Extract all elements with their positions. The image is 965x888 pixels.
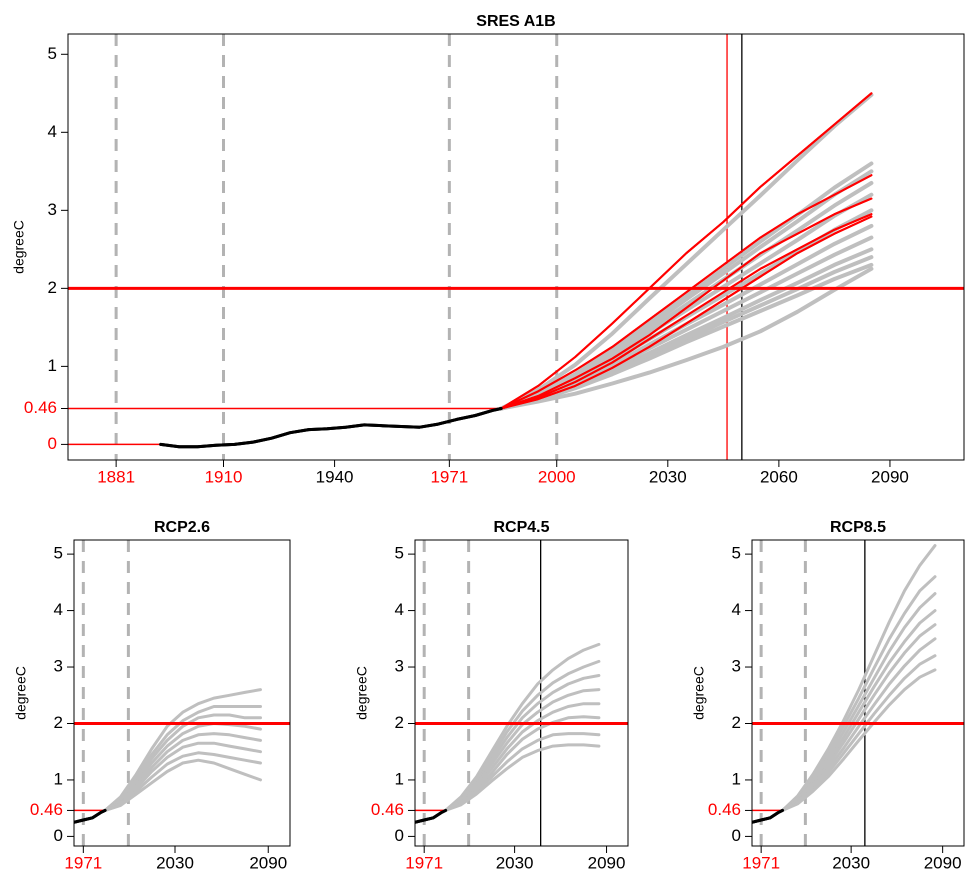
series-line <box>103 751 262 812</box>
x-tick-label: 2030 <box>649 467 687 486</box>
y-tick-label: 0.46 <box>30 800 63 819</box>
series-line <box>781 668 937 812</box>
panel: SRES A1B degreeC 1881 1910 1940 1971 2000 2030 2… <box>11 13 965 486</box>
plot-frame <box>414 539 629 847</box>
y-axis-label: degreeC <box>354 666 370 720</box>
series-line <box>499 266 874 411</box>
x-tick-label: 2090 <box>588 853 626 872</box>
x-tick-label: 2030 <box>156 853 194 872</box>
panel: RCP2.6 degreeC 1971 2030 2090 0 0.46 1 2 3 4 5 <box>13 519 291 872</box>
series-line <box>499 92 874 411</box>
x-tick-label: 1940 <box>316 467 354 486</box>
plot-frame <box>751 539 965 847</box>
x-tick-label: 1971 <box>64 853 102 872</box>
x-tick-label: 2090 <box>924 853 962 872</box>
x-tick-label: 1881 <box>97 467 135 486</box>
series-line <box>500 213 873 410</box>
y-tick-label: 2 <box>395 713 404 732</box>
series-line <box>500 174 873 410</box>
y-tick-label: 4 <box>48 122 57 141</box>
y-tick-label: 5 <box>48 44 57 63</box>
x-tick-label: 1971 <box>742 853 780 872</box>
x-tick-label: 2090 <box>249 853 287 872</box>
y-tick-label: 1 <box>54 769 63 788</box>
x-tick-label: 2030 <box>496 853 534 872</box>
plot-frame <box>67 33 965 461</box>
x-tick-label: 2090 <box>871 467 909 486</box>
series-line <box>500 197 873 410</box>
plot-area <box>68 34 964 460</box>
y-tick-label: 0 <box>54 826 63 845</box>
y-tick-label: 2 <box>732 713 741 732</box>
x-tick-label: 1910 <box>205 467 243 486</box>
chart-title: RCP4.5 <box>493 519 549 536</box>
y-tick-label: 0 <box>48 434 57 453</box>
series-line <box>159 407 503 449</box>
series-line <box>444 732 601 812</box>
x-tick-label: 2060 <box>760 467 798 486</box>
y-tick-label: 2 <box>48 278 57 297</box>
series-line <box>103 705 262 812</box>
y-tick-label: 0.46 <box>371 800 404 819</box>
series-line <box>415 808 448 824</box>
y-tick-label: 5 <box>395 544 404 563</box>
series-line <box>103 741 262 812</box>
series-line <box>499 262 874 411</box>
y-axis-label: degreeC <box>13 666 29 720</box>
x-tick-label: 2030 <box>832 853 870 872</box>
plot-area <box>415 540 628 846</box>
y-tick-label: 0 <box>732 826 741 845</box>
plot-area <box>74 540 290 846</box>
series-line <box>500 215 873 410</box>
y-tick-label: 3 <box>48 200 57 219</box>
y-tick-label: 4 <box>395 600 404 619</box>
y-tick-label: 0 <box>395 826 404 845</box>
series-line <box>444 743 601 812</box>
series-line <box>103 758 262 812</box>
chart-title: RCP8.5 <box>830 519 886 536</box>
y-axis-label: degreeC <box>691 666 707 720</box>
panel: RCP8.5 degreeC 1971 2030 2090 0 0.46 1 2 3 4 5 <box>691 519 965 872</box>
y-tick-label: 1 <box>395 769 404 788</box>
y-tick-label: 4 <box>54 600 63 619</box>
y-tick-label: 0.46 <box>24 398 57 417</box>
y-tick-label: 0.46 <box>708 800 741 819</box>
y-tick-label: 1 <box>48 356 57 375</box>
chart-title: SRES A1B <box>476 13 555 30</box>
plot-frame <box>73 539 291 847</box>
x-tick-label: 2000 <box>538 467 576 486</box>
panel: RCP4.5 degreeC 1971 2030 2090 0 0.46 1 2 3 4 5 <box>354 519 629 872</box>
y-tick-label: 5 <box>54 544 63 563</box>
x-tick-label: 1971 <box>405 853 443 872</box>
y-tick-label: 3 <box>54 657 63 676</box>
series-line <box>752 808 784 824</box>
chart-title: RCP2.6 <box>154 519 210 536</box>
y-tick-label: 4 <box>732 600 741 619</box>
y-tick-label: 5 <box>732 544 741 563</box>
series-line <box>103 713 262 812</box>
series-line <box>500 92 873 410</box>
x-tick-label: 1971 <box>430 467 468 486</box>
series-line <box>74 808 107 824</box>
series-line <box>103 732 262 812</box>
series-line <box>103 722 262 812</box>
y-tick-label: 3 <box>732 657 741 676</box>
y-tick-label: 1 <box>732 769 741 788</box>
y-axis-label: degreeC <box>11 220 27 274</box>
y-tick-label: 3 <box>395 657 404 676</box>
y-tick-label: 2 <box>54 713 63 732</box>
plot-area <box>752 540 964 846</box>
